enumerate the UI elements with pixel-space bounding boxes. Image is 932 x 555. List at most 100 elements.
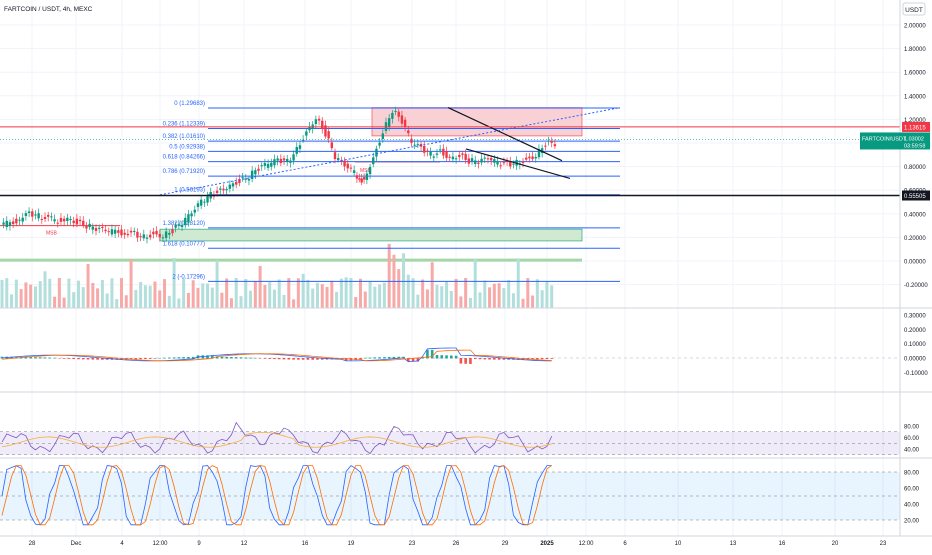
volume-bar xyxy=(38,281,42,308)
candle-body xyxy=(72,220,75,224)
macd-histogram-bar xyxy=(148,358,152,359)
candle-body xyxy=(333,152,337,160)
candle-body xyxy=(349,167,353,169)
fibonacci-retracement[interactable]: 0 (1.29683) 0.236 (1.12339) 0.382 (1.01610… xyxy=(163,101,620,282)
volume-bar xyxy=(196,287,200,308)
macd-histogram-bar xyxy=(407,358,410,362)
macd-histogram-bar xyxy=(43,357,47,359)
candle-body xyxy=(352,170,356,173)
volume-bar xyxy=(315,282,319,308)
price-tag-label: 0.55505 xyxy=(904,194,926,200)
currency-badge[interactable] xyxy=(902,2,926,16)
volume-bar xyxy=(287,278,291,308)
macd-histogram-bar xyxy=(287,358,291,360)
candle-body xyxy=(113,229,117,234)
volume-bar xyxy=(201,283,205,308)
macd-histogram-bar xyxy=(426,349,429,359)
candle-body xyxy=(164,231,168,238)
candle-body xyxy=(308,126,311,131)
macd-histogram-bar xyxy=(316,358,319,360)
candle-body xyxy=(43,216,47,220)
volume-bar xyxy=(373,286,377,308)
candle-body xyxy=(295,147,298,154)
price-tag xyxy=(902,190,930,201)
macd-histogram-bar xyxy=(268,358,271,359)
macd-histogram-bar xyxy=(91,358,95,360)
candle-body xyxy=(499,165,502,167)
macd-histogram-bar xyxy=(301,358,305,360)
macd-histogram-bar xyxy=(234,357,238,359)
volume-bar xyxy=(516,258,520,308)
candle-body xyxy=(117,230,120,233)
candle-body xyxy=(521,161,525,163)
symbol-title[interactable]: FARTCOIN / USDT, 4h, MEXC xyxy=(4,6,93,13)
macd-histogram-bar xyxy=(81,358,85,360)
volume-bar xyxy=(57,278,61,308)
fib-level-label: 0 (1.29683) xyxy=(174,101,205,107)
candle-body xyxy=(305,131,308,136)
candle-body xyxy=(445,151,448,158)
stoch-axis-label: 20.00 xyxy=(904,519,920,525)
trend-lines[interactable] xyxy=(0,107,900,197)
price-axis-label: -0.20000 xyxy=(904,283,928,289)
macd-histogram-bar xyxy=(34,357,37,359)
candle-body xyxy=(343,160,346,167)
price-axis[interactable]: 2.000001.800001.600001.400001.200001.000… xyxy=(860,24,930,525)
candle-body xyxy=(266,163,270,168)
msb-label: MSB xyxy=(360,168,372,174)
volume-bar xyxy=(105,293,109,308)
macd-histogram-bar xyxy=(29,357,32,359)
candle-body xyxy=(525,157,528,160)
macd-histogram-bar xyxy=(550,358,553,359)
volume-bar xyxy=(473,258,477,308)
macd-histogram-bar xyxy=(168,357,171,359)
time-axis-label: 10 xyxy=(675,541,682,547)
macd-histogram-bar xyxy=(306,358,310,360)
price-axis-label: 0.80000 xyxy=(904,165,926,171)
volume-bar xyxy=(81,287,85,308)
macd-histogram-bar xyxy=(335,358,338,360)
candle-body xyxy=(257,168,260,171)
price-tag xyxy=(860,132,930,150)
macd-histogram-bar xyxy=(172,357,176,359)
macd-histogram-bar xyxy=(277,358,281,360)
fib-level-label: 1.382 (0.28120) xyxy=(163,221,205,227)
volume-bar xyxy=(115,299,119,308)
volume-bar xyxy=(464,278,468,308)
volume-bar xyxy=(526,278,530,308)
candle-body xyxy=(161,237,165,239)
volume-bar xyxy=(10,294,14,308)
candle-body xyxy=(317,118,321,121)
candle-body xyxy=(394,110,397,112)
macd-axis-label: -0.10000 xyxy=(904,371,928,377)
candle-body xyxy=(531,156,534,160)
candle-body xyxy=(94,227,98,231)
macd-histogram-bar xyxy=(397,356,401,359)
candle-body xyxy=(534,156,537,159)
candle-body xyxy=(413,144,416,146)
fib-level-label: 0.786 (0.71920) xyxy=(163,169,205,175)
volume-bar xyxy=(445,281,449,308)
candle-body xyxy=(474,160,477,165)
macd-histogram-bar xyxy=(392,356,396,359)
candle-body xyxy=(56,222,59,224)
volume-bar xyxy=(43,271,47,308)
candle-body xyxy=(276,158,279,161)
price-series xyxy=(2,106,557,244)
candle-body xyxy=(403,119,407,127)
volume-bar xyxy=(263,285,267,308)
macd-histogram-bar xyxy=(435,355,439,359)
rsi-axis-label: 80.00 xyxy=(904,425,920,431)
volume-bar xyxy=(182,278,186,308)
macd-axis-label: 0.00000 xyxy=(904,357,926,363)
candle-body xyxy=(467,158,471,164)
time-axis-label: 4 xyxy=(120,541,124,547)
stoch-k-line xyxy=(1,465,552,526)
time-axis[interactable]: 28 Dec 4 12:00 9 12 16 19 23 26 29 2025 12:00 6 10 13 16… xyxy=(29,541,887,547)
candle-body xyxy=(336,158,340,160)
macd-histogram-bar xyxy=(311,358,314,360)
time-axis-label: 6 xyxy=(623,541,627,547)
volume-bar xyxy=(545,281,549,308)
